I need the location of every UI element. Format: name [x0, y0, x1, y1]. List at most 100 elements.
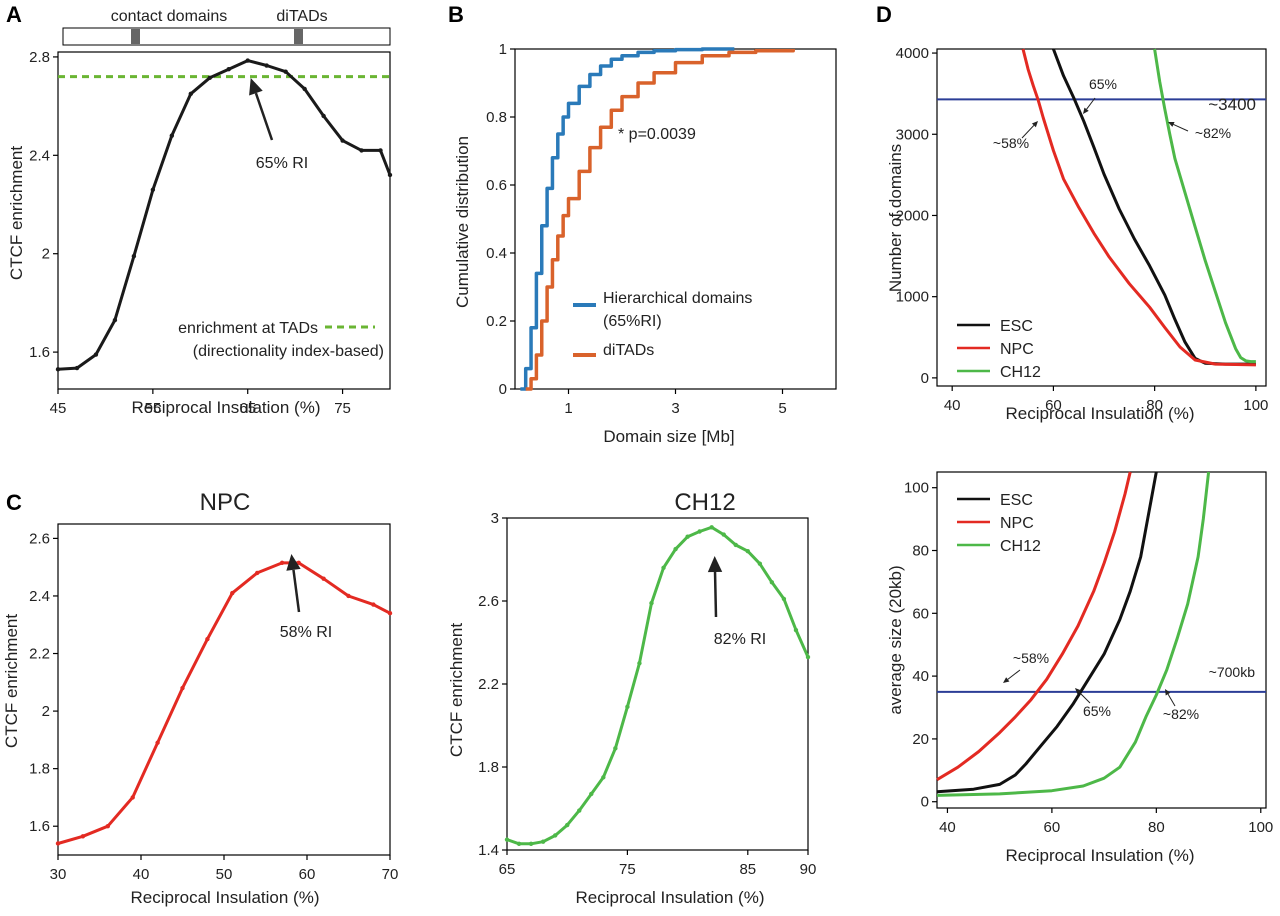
chart-a-arrow-head: [249, 78, 263, 96]
chart-d-bottom-y-tick-label: 80: [912, 543, 929, 560]
chart-a-data-point: [283, 69, 288, 74]
chart-c-npc-y-tick-label: 1.6: [29, 818, 50, 835]
chart-d-top-x-tick-label: 60: [1045, 397, 1062, 414]
panel-label-b: B: [448, 2, 464, 27]
chart-title-npc: NPC: [200, 489, 251, 516]
chart-d-top-arrow-65-shaft: [1086, 97, 1096, 110]
chart-c-ch12-data-point: [721, 532, 726, 537]
chart-b-y-tick-label: 0.6: [486, 177, 507, 194]
chart-a-data-point: [264, 63, 269, 68]
chart-c-npc-arrow-shaft: [292, 569, 301, 613]
chart-a-data-point: [207, 75, 212, 81]
chart-b-x-tick-label: 5: [778, 400, 786, 417]
chart-c-ch12-data-point: [504, 837, 510, 842]
chart-c-ch12-y-tick-label: 1.8: [478, 759, 499, 776]
chart-a-y-tick-label: 2.4: [29, 147, 50, 164]
chart-b-y-tick-label: 0.2: [486, 313, 507, 330]
chart-c-npc-data-point: [105, 824, 111, 829]
legend-d-top-label-npc: NPC: [1000, 341, 1034, 358]
chart-a-plot-frame: [57, 51, 391, 390]
legend-a-line2: (directionality index-based): [193, 343, 384, 360]
chart-d-bottom: 40 60 80 100 0 20 40 60 80 100: [904, 471, 1273, 836]
chart-d-top-arrow-82-head: [1168, 122, 1175, 127]
legend-d-bottom-label-ch12: CH12: [1000, 538, 1041, 555]
chart-c-npc-data-point: [346, 593, 351, 599]
x-axis-label-a: Reciprocal Insulation (%): [132, 398, 321, 417]
chart-c-ch12-y-tick-label: 2.2: [478, 676, 499, 693]
chart-c-ch12-data-point: [516, 841, 522, 846]
chart-d-top-arrow-58-head: [1031, 121, 1038, 128]
legend-d-bottom-label-esc: ESC: [1000, 492, 1033, 509]
chart-a-y-tick-label: 1.6: [29, 344, 50, 361]
chart-c-ch12-y-tick-label: 2.6: [478, 593, 499, 610]
chart-c-ch12-y-tick-label: 1.4: [478, 842, 499, 859]
annotation-b: * p=0.0039: [618, 126, 696, 143]
chart-c-ch12-data-point: [565, 822, 570, 828]
chart-c-npc-plot-frame: [57, 523, 391, 856]
chart-c-npc-data-point: [80, 834, 86, 839]
chart-d-bottom-arrow-65-head: [1075, 688, 1082, 695]
legend-d-bottom: ESC NPC CH12: [957, 492, 1041, 555]
chart-d-bottom-x-tick-label: 100: [1248, 819, 1273, 836]
annotation-d-bottom-65: 65%: [1083, 703, 1111, 719]
track-mark-contact-domains: [131, 29, 140, 44]
chart-c-npc-data-point: [255, 570, 260, 576]
chart-c-npc-y-tick-label: 1.8: [29, 761, 50, 778]
y-axis-label-c-npc: CTCF enrichment: [2, 614, 21, 748]
chart-c-npc-data-point: [130, 795, 135, 800]
chart-a-data-point: [226, 67, 231, 72]
panel-label-a: A: [6, 2, 22, 27]
chart-b-y-tick-label: 0.8: [486, 109, 507, 126]
chart-d-top-y-tick-label: 2000: [896, 207, 929, 224]
chart-b: 1 3 5 0 0.2 0.4 0.6 0.8 1: [486, 41, 837, 417]
chart-c-npc-x-tick-label: 40: [133, 866, 150, 883]
chart-a-x-tick-label: 55: [145, 400, 162, 417]
chart-c-npc-data-point: [55, 841, 61, 846]
chart-d-top-y-tick-label: 4000: [896, 45, 929, 62]
chart-a-data-point: [359, 148, 364, 153]
track-bar: contact domains diTADs: [62, 8, 391, 46]
chart-a-data-point: [387, 172, 393, 178]
chart-c-ch12-x-tick-label: 85: [739, 861, 756, 878]
chart-d-top-arrow-65-head: [1083, 107, 1089, 114]
x-axis-label-c-npc: Reciprocal Insulation (%): [131, 888, 320, 907]
chart-c-npc-data-point: [279, 560, 285, 566]
chart-c-ch12-data-point: [781, 596, 787, 602]
chart-d-top-arrow-82-shaft: [1173, 124, 1189, 132]
chart-c-npc-x-tick-label: 30: [50, 866, 67, 883]
panel-label-c: C: [6, 490, 22, 515]
legend-d-top-label-esc: ESC: [1000, 318, 1033, 335]
chart-c-ch12-data-point: [649, 600, 654, 606]
chart-c-npc: 30 40 50 60 70 1.6 1.8 2 2.2 2.4 2.6: [29, 523, 399, 883]
chart-c-ch12-data-point: [625, 704, 630, 710]
chart-c-npc-x-tick-label: 50: [216, 866, 233, 883]
chart-c-npc-data-point: [230, 590, 235, 596]
x-axis-label-b: Domain size [Mb]: [603, 427, 734, 446]
chart-a-x-tick-label: 45: [50, 400, 67, 417]
chart-c-npc-data-point: [205, 636, 210, 642]
chart-b-series-line-0: [520, 47, 735, 391]
chart-c-npc-y-tick-label: 2.6: [29, 530, 50, 547]
annotation-c-npc: 58% RI: [280, 624, 332, 641]
chart-c-ch12-data-point: [577, 808, 582, 813]
chart-a: 45 55 65 75 1.6 2 2.4 2.8: [29, 49, 393, 417]
legend-b-label-ditads: diTADs: [603, 342, 654, 359]
chart-c-ch12-data-point: [601, 775, 606, 780]
chart-c-ch12-data-point: [540, 839, 546, 844]
chart-c-npc-data-point: [296, 560, 301, 566]
chart-d-top-x-tick-label: 40: [944, 397, 961, 414]
chart-d-top-x-tick-label: 80: [1146, 397, 1163, 414]
chart-title-ch12: CH12: [674, 489, 735, 516]
chart-c-ch12-data-point: [673, 546, 678, 552]
annotation-d-bottom-58: ~58%: [1013, 650, 1049, 666]
chart-c-ch12-x-tick-label: 75: [619, 861, 636, 878]
chart-a-data-point: [112, 317, 118, 323]
panel-label-d: D: [876, 2, 892, 27]
chart-a-data-point: [150, 187, 156, 192]
ref-label-d-bottom: ~700kb: [1209, 664, 1256, 680]
chart-a-data-point: [131, 253, 137, 259]
chart-d-bottom-arrow-58-shaft: [1007, 669, 1021, 680]
chart-c-npc-x-tick-label: 70: [382, 866, 399, 883]
chart-c-ch12-data-point: [528, 841, 534, 846]
